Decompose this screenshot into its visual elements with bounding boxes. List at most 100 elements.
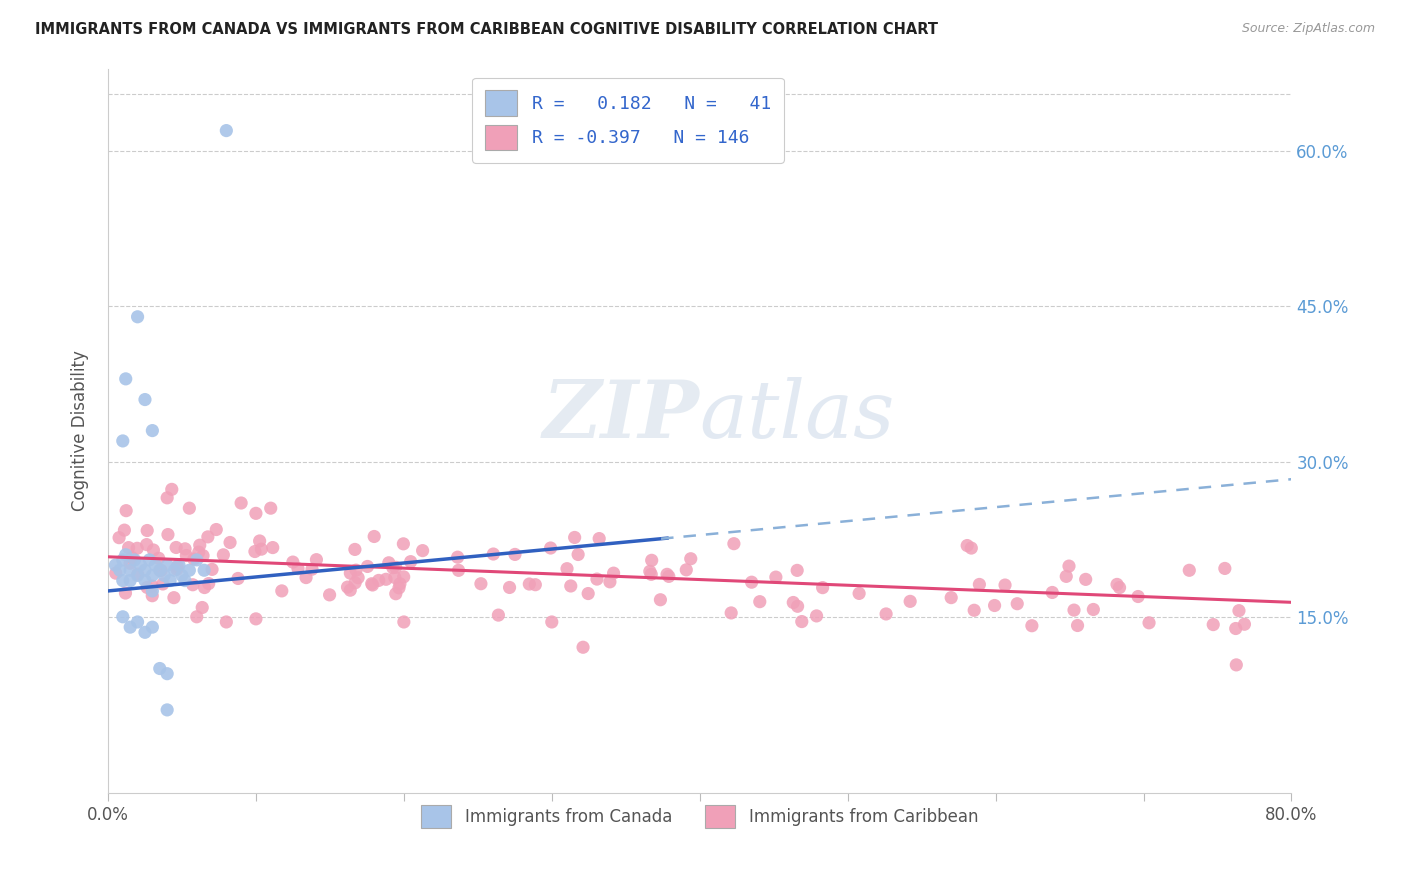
Point <box>305 552 328 566</box>
Point <box>602 566 624 581</box>
Point <box>339 583 361 598</box>
Point <box>388 581 411 595</box>
Point <box>956 539 979 553</box>
Y-axis label: Cognitive Disability: Cognitive Disability <box>72 351 89 511</box>
Point <box>786 563 808 577</box>
Point <box>141 568 163 582</box>
Point <box>470 576 492 591</box>
Point <box>165 541 187 555</box>
Point <box>336 580 359 594</box>
Point <box>343 542 366 557</box>
Point <box>120 563 142 577</box>
Point <box>124 553 146 567</box>
Point <box>1178 563 1201 577</box>
Point <box>969 577 991 591</box>
Point <box>806 608 828 623</box>
Point <box>650 592 672 607</box>
Point <box>111 574 134 588</box>
Point <box>301 562 323 576</box>
Point <box>179 501 201 516</box>
Point <box>482 547 505 561</box>
Point <box>388 576 411 591</box>
Point <box>108 563 131 577</box>
Point <box>156 666 179 681</box>
Point <box>191 549 214 563</box>
Point <box>720 606 742 620</box>
Point <box>347 571 370 585</box>
Point <box>790 615 813 629</box>
Point <box>120 620 142 634</box>
Point <box>344 575 367 590</box>
Point <box>1074 573 1097 587</box>
Point <box>170 568 193 582</box>
Point <box>156 527 179 541</box>
Point <box>384 560 406 574</box>
Point <box>898 594 921 608</box>
Point <box>260 501 283 516</box>
Point <box>141 424 163 438</box>
Point <box>134 625 156 640</box>
Point <box>363 529 385 543</box>
Point <box>399 555 422 569</box>
Point <box>1063 603 1085 617</box>
Point <box>163 563 186 577</box>
Point <box>141 579 163 593</box>
Point <box>517 577 540 591</box>
Point <box>503 548 526 562</box>
Point <box>1225 657 1247 672</box>
Point <box>134 563 156 577</box>
Point <box>243 544 266 558</box>
Point <box>226 572 249 586</box>
Point <box>114 548 136 562</box>
Point <box>166 559 188 574</box>
Point <box>655 567 678 582</box>
Point <box>201 562 224 576</box>
Point <box>187 545 209 559</box>
Point <box>114 586 136 600</box>
Point <box>219 535 242 549</box>
Point <box>111 434 134 448</box>
Point <box>231 496 253 510</box>
Legend: Immigrants from Canada, Immigrants from Caribbean: Immigrants from Canada, Immigrants from … <box>415 798 984 835</box>
Point <box>1126 590 1149 604</box>
Point <box>205 523 228 537</box>
Point <box>378 556 401 570</box>
Point <box>748 595 770 609</box>
Point <box>344 563 367 577</box>
Point <box>176 549 198 563</box>
Point <box>160 483 183 497</box>
Point <box>786 599 808 614</box>
Point <box>127 615 149 629</box>
Point <box>360 576 382 591</box>
Point <box>281 555 304 569</box>
Point <box>111 609 134 624</box>
Point <box>163 591 186 605</box>
Point <box>741 575 763 590</box>
Point <box>392 570 415 584</box>
Point <box>392 537 415 551</box>
Point <box>367 574 389 588</box>
Point <box>215 615 238 629</box>
Point <box>848 586 870 600</box>
Point <box>129 558 152 572</box>
Point <box>782 595 804 609</box>
Point <box>1227 604 1250 618</box>
Point <box>120 574 142 588</box>
Point <box>186 553 208 567</box>
Point <box>134 574 156 588</box>
Point <box>498 581 520 595</box>
Point <box>141 583 163 598</box>
Point <box>588 532 610 546</box>
Point <box>245 612 267 626</box>
Point <box>127 568 149 582</box>
Point <box>112 523 135 537</box>
Point <box>1005 597 1028 611</box>
Point <box>156 491 179 505</box>
Point <box>174 541 197 556</box>
Point <box>159 574 181 588</box>
Point <box>385 587 408 601</box>
Point <box>658 569 681 583</box>
Point <box>104 566 127 581</box>
Point <box>356 559 378 574</box>
Point <box>1108 581 1130 595</box>
